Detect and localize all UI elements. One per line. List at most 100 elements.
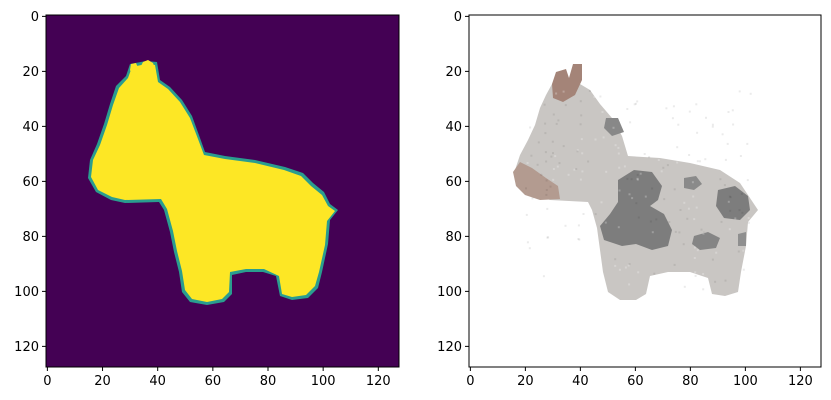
right-x-tick-label: 120	[788, 374, 813, 389]
texture-speckle	[618, 268, 621, 271]
texture-speckle	[629, 121, 632, 124]
texture-speckle	[686, 217, 689, 220]
left-y-tick-label: 0	[31, 10, 39, 25]
texture-speckle	[525, 130, 528, 133]
texture-speckle	[630, 178, 633, 181]
texture-speckle	[694, 274, 697, 277]
texture-speckle	[617, 152, 620, 155]
texture-speckle	[746, 179, 749, 182]
texture-speckle	[688, 110, 691, 113]
texture-speckle	[614, 144, 617, 147]
texture-speckle	[738, 150, 741, 153]
texture-speckle	[552, 113, 555, 116]
texture-speckle	[614, 264, 617, 267]
texture-speckle	[723, 184, 726, 187]
texture-speckle	[701, 145, 704, 148]
left-x-tick-label: 60	[205, 374, 222, 389]
texture-speckle	[582, 213, 585, 215]
texture-speckle	[742, 268, 745, 271]
texture-speckle	[732, 123, 735, 126]
texture-speckle	[605, 105, 608, 108]
texture-speckle	[743, 106, 746, 109]
texture-speckle	[673, 188, 676, 191]
texture-speckle	[575, 168, 578, 170]
texture-speckle	[702, 288, 705, 291]
texture-speckle	[727, 111, 730, 113]
texture-speckle	[678, 231, 681, 234]
texture-speckle	[711, 125, 714, 128]
texture-speckle	[545, 193, 548, 196]
texture-speckle	[540, 173, 543, 176]
texture-speckle	[655, 218, 658, 221]
texture-speckle	[545, 179, 548, 182]
texture-speckle	[628, 263, 631, 266]
texture-speckle	[525, 213, 528, 216]
texture-speckle	[721, 133, 724, 136]
right-cow-spot-hip	[738, 232, 746, 246]
texture-speckle	[580, 138, 583, 141]
texture-speckle	[543, 94, 546, 97]
texture-speckle	[738, 90, 741, 93]
texture-speckle	[637, 216, 640, 219]
texture-speckle	[643, 153, 646, 155]
texture-speckle	[630, 115, 633, 117]
texture-speckle	[581, 152, 584, 155]
texture-speckle	[656, 116, 659, 119]
texture-speckle	[551, 140, 554, 143]
texture-speckle	[542, 275, 545, 278]
texture-speckle	[578, 238, 581, 241]
texture-speckle	[635, 202, 638, 205]
texture-speckle	[617, 226, 620, 229]
texture-speckle	[731, 109, 734, 112]
texture-speckle	[577, 224, 580, 227]
texture-speckle	[711, 258, 714, 261]
right-x-tick-label: 100	[733, 374, 758, 389]
texture-speckle	[629, 140, 632, 143]
texture-speckle	[601, 111, 604, 113]
texture-speckle	[740, 192, 743, 195]
texture-speckle	[525, 187, 527, 190]
texture-speckle	[674, 230, 677, 233]
texture-speckle	[675, 282, 678, 285]
texture-speckle	[528, 247, 531, 250]
texture-speckle	[552, 178, 555, 181]
left-y-tick-label: 80	[22, 230, 39, 245]
texture-speckle	[729, 196, 732, 199]
texture-speckle	[727, 200, 730, 203]
texture-speckle	[546, 236, 549, 239]
texture-speckle	[691, 181, 694, 184]
right-cow-ear	[552, 64, 582, 102]
right-y-axis: 0 20 40 60 80 100 120	[437, 10, 469, 355]
texture-speckle	[671, 117, 674, 120]
right-y-tick-label: 60	[445, 175, 462, 190]
texture-speckle	[627, 264, 630, 267]
texture-speckle	[545, 160, 548, 163]
texture-speckle	[749, 92, 752, 95]
right-x-tick-label: 80	[682, 374, 699, 389]
texture-speckle	[545, 189, 548, 191]
texture-speckle	[742, 249, 745, 252]
texture-speckle	[593, 95, 596, 98]
left-y-tick-label: 120	[14, 340, 39, 355]
texture-speckle	[666, 164, 669, 167]
right-axes-frame	[468, 14, 822, 368]
texture-speckle	[605, 170, 608, 173]
right-cow-spot-belly	[692, 232, 720, 250]
texture-speckle	[741, 211, 744, 214]
texture-speckle	[588, 90, 591, 92]
left-axes-frame	[45, 14, 400, 368]
right-y-tick-label: 40	[445, 120, 462, 135]
texture-speckle	[579, 100, 582, 103]
texture-speckle	[695, 103, 698, 106]
texture-speckle	[594, 213, 597, 216]
texture-speckle	[531, 197, 534, 200]
texture-speckle	[536, 163, 539, 166]
texture-speckle	[691, 157, 694, 160]
texture-speckle	[705, 116, 707, 119]
left-x-axis: 0 20 40 60 80 100 120	[43, 367, 391, 389]
texture-speckle	[682, 243, 685, 246]
texture-speckle	[526, 162, 529, 164]
texture-speckle	[525, 285, 528, 288]
texture-speckle	[563, 249, 566, 252]
texture-speckle	[547, 236, 550, 239]
